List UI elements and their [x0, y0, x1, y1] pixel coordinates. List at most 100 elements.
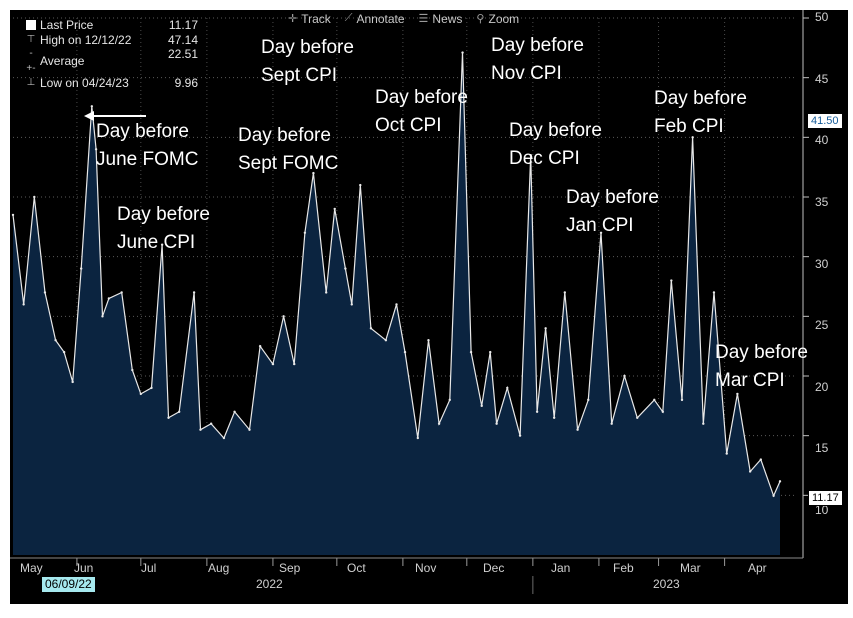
data-point — [587, 398, 590, 402]
data-point — [303, 231, 307, 234]
data-point — [167, 416, 170, 419]
x-tick-label: Jul — [141, 561, 157, 575]
y-tick-label: 20 — [815, 380, 829, 394]
data-point — [90, 105, 94, 108]
y-tick-label: 40 — [815, 133, 829, 147]
data-point — [369, 327, 373, 330]
annotation-line: Feb CPI — [654, 116, 724, 137]
data-point — [653, 398, 656, 402]
annotation-line: Day before — [238, 125, 331, 146]
track-button[interactable]: ✛ Track — [288, 10, 331, 27]
y-tick-label: 45 — [815, 72, 829, 86]
legend-average: -+- Average 22.51 — [26, 47, 198, 76]
data-point — [22, 303, 25, 306]
arrow-head-icon — [84, 111, 94, 121]
news-label: News — [432, 11, 463, 26]
x-tick-label: Aug — [208, 561, 230, 575]
data-point — [636, 416, 639, 419]
data-point — [248, 428, 251, 431]
data-point — [271, 362, 275, 366]
annotation-line: Day before — [509, 120, 602, 141]
data-point — [350, 303, 353, 306]
annotate-button[interactable]: ⟋ Annotate — [345, 10, 405, 27]
data-point — [670, 279, 673, 282]
track-label: Track — [301, 11, 331, 26]
data-point — [395, 303, 398, 306]
data-point — [461, 51, 464, 54]
data-point — [480, 404, 483, 408]
data-point — [772, 494, 775, 498]
data-point — [333, 207, 336, 211]
annotation-line: Day before — [715, 342, 808, 363]
data-point — [222, 436, 226, 440]
data-point — [563, 291, 567, 294]
data-point — [469, 350, 473, 354]
data-point — [120, 291, 123, 294]
data-point — [54, 339, 57, 342]
zoom-button[interactable]: ⚲ Zoom — [476, 10, 519, 27]
x-tick-label: Nov — [415, 561, 437, 575]
price-chart[interactable] — [10, 10, 848, 604]
annotation-june-cpi: Day before June CPI — [117, 201, 210, 257]
annotation-line: Day before — [491, 35, 584, 56]
annotation-jan-cpi: Day before Jan CPI — [566, 184, 659, 240]
last-price-area — [13, 52, 780, 555]
data-point — [359, 183, 362, 187]
average-marker-icon: -+- — [26, 48, 36, 74]
data-point — [599, 231, 603, 234]
data-point — [312, 171, 315, 175]
chart-frame — [10, 10, 848, 604]
data-point — [535, 410, 539, 413]
data-point — [150, 386, 153, 390]
data-point — [691, 136, 694, 139]
annotation-line: Sept FOMC — [238, 153, 339, 174]
data-point — [293, 362, 296, 366]
news-icon: ☰ — [418, 13, 429, 25]
annotation-line: Day before — [654, 88, 747, 109]
data-point — [680, 398, 684, 402]
data-point — [759, 458, 763, 461]
data-point — [139, 392, 143, 396]
cursor-date-badge: 06/09/22 — [42, 577, 95, 592]
data-point — [712, 291, 716, 294]
annotation-feb-cpi: Day before Feb CPI — [654, 85, 747, 141]
data-point — [131, 368, 134, 372]
data-point — [518, 434, 522, 437]
data-point — [489, 350, 492, 354]
x-tick-label: Feb — [613, 561, 634, 575]
annotation-line: Day before — [117, 204, 210, 225]
annotation-nov-cpi: Day before Nov CPI — [491, 32, 584, 88]
data-point — [94, 148, 98, 151]
last-price-swatch-icon — [26, 20, 36, 31]
data-point — [623, 374, 626, 378]
data-point — [529, 154, 532, 157]
annotation-line: June CPI — [117, 232, 196, 253]
data-point — [448, 398, 451, 402]
data-point — [437, 422, 441, 425]
chart-toolbar: ✛ Track ⟋ Annotate ☰ News ⚲ Zoom — [288, 10, 519, 27]
y-tick-label: 35 — [815, 195, 829, 209]
data-point — [384, 339, 388, 342]
data-point — [71, 380, 74, 384]
data-point — [160, 243, 164, 246]
legend-last-price[interactable]: Last Price 11.17 — [26, 18, 198, 33]
data-point — [177, 410, 181, 413]
y-tick-label: 25 — [815, 318, 829, 332]
year-label: 2023 — [653, 577, 680, 591]
annotate-label: Annotate — [356, 11, 405, 26]
data-point — [778, 480, 782, 483]
x-tick-label: Oct — [347, 561, 366, 575]
annotation-line: Day before — [375, 87, 468, 108]
legend-last-value: 11.17 — [168, 18, 198, 32]
legend: Last Price 11.17 ⊤ High on 12/12/22 47.14… — [26, 18, 198, 91]
legend-high-label: High on 12/12/22 — [40, 32, 132, 47]
news-button[interactable]: ☰ News — [419, 10, 463, 27]
legend-last-label: Last Price — [40, 18, 94, 32]
data-point — [725, 452, 728, 455]
annotation-line: June FOMC — [96, 149, 199, 170]
annotation-line: Oct CPI — [375, 115, 442, 136]
crosshair-icon: ✛ — [288, 13, 298, 25]
data-point — [661, 410, 665, 413]
legend-low-value: 9.96 — [174, 76, 198, 90]
data-point — [79, 267, 83, 270]
